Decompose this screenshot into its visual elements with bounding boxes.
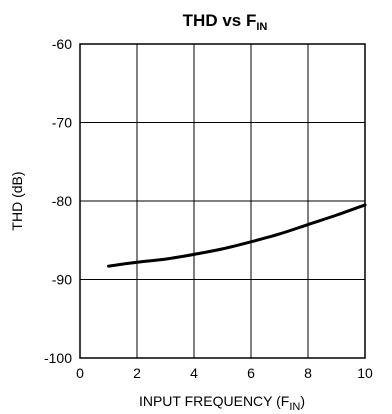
- y-tick-label: -80: [52, 193, 72, 209]
- y-tick-label: -60: [52, 36, 72, 52]
- thd-series-line: [107, 203, 367, 268]
- y-axis-label: THD (dB): [9, 171, 25, 230]
- plot-frame: [79, 43, 366, 359]
- chart-title: THD vs FIN: [183, 11, 268, 33]
- y-tick-label: -70: [52, 115, 72, 131]
- y-tick-label: -90: [52, 272, 72, 288]
- grid-lines: [80, 44, 365, 358]
- tick-labels: 0 2 4 6 8 10 -60 -70 -80 -90 -100: [44, 36, 373, 381]
- series-group: [107, 203, 367, 268]
- x-tick-label: 6: [247, 365, 255, 381]
- x-tick-label: 8: [304, 365, 312, 381]
- y-tick-label: -100: [44, 350, 72, 366]
- x-tick-label: 2: [133, 365, 141, 381]
- x-tick-label: 0: [76, 365, 84, 381]
- x-tick-label: 4: [190, 365, 198, 381]
- x-tick-label: 10: [357, 365, 373, 381]
- x-axis-label: INPUT FREQUENCY (FIN): [139, 393, 305, 413]
